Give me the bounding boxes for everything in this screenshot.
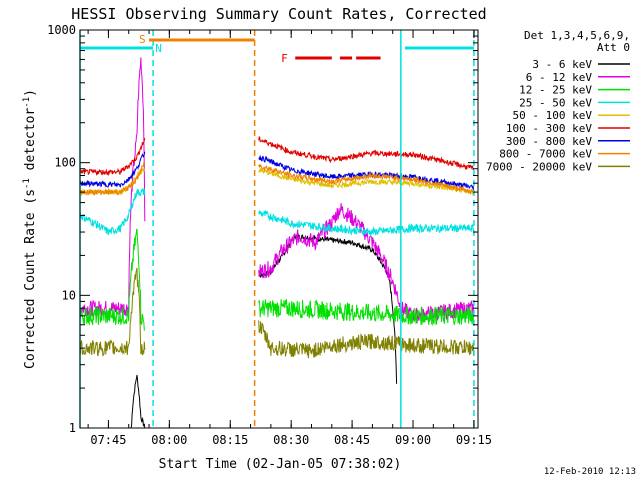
y-tick-label: 1000 <box>47 23 76 37</box>
series-line-7-seg1 <box>79 151 146 188</box>
series-line-5-seg2 <box>258 167 475 196</box>
x-tick-label: 08:45 <box>334 433 370 447</box>
x-tick-label: 08:00 <box>151 433 187 447</box>
legend-label-4: 25 - 50 keV <box>519 96 592 109</box>
legend-label-6: 100 - 300 keV <box>506 122 592 135</box>
x-tick-label: 09:00 <box>395 433 431 447</box>
plot-frame <box>79 29 479 429</box>
legend-label-9: 7000 - 20000 keV <box>486 160 592 173</box>
legend-label-8: 800 - 7000 keV <box>499 148 592 161</box>
legend-label-7: 300 - 800 keV <box>506 135 592 148</box>
series-line-4-seg2 <box>258 209 475 238</box>
x-tick-label: 08:15 <box>212 433 248 447</box>
legend-label-5: 50 - 100 keV <box>513 109 593 122</box>
series-line-6-seg1 <box>79 137 146 177</box>
x-axis-label: Start Time (02-Jan-05 07:38:02) <box>159 457 402 472</box>
series-line-4-seg1 <box>79 187 146 236</box>
series-line-2-seg1 <box>79 57 146 317</box>
annotation-f: F <box>281 52 288 65</box>
annotation-n: N <box>155 42 162 55</box>
y-tick-label: 100 <box>54 156 76 170</box>
footer-date: 12-Feb-2010 12:13 <box>544 467 636 477</box>
legend-title-attenuator: Att 0 <box>597 41 630 54</box>
y-tick-label: 10 <box>62 288 76 302</box>
series-line-1-seg1 <box>80 374 146 429</box>
series-line-8-seg1 <box>79 161 146 197</box>
x-tick-label: 09:15 <box>456 433 492 447</box>
series-line-2-seg2 <box>258 203 475 324</box>
annotation-s: S <box>139 33 146 46</box>
legend-label-2: 6 - 12 keV <box>526 71 593 84</box>
series-line-9-seg2 <box>258 320 475 359</box>
series-line-3-seg1 <box>79 228 145 331</box>
series-line-9-seg1 <box>79 267 146 357</box>
series-line-7-seg2 <box>258 155 475 190</box>
series-line-3-seg2 <box>258 299 475 326</box>
x-tick-label: 08:30 <box>273 433 309 447</box>
y-tick-label: 1 <box>69 421 76 435</box>
x-tick-label: 07:45 <box>90 433 126 447</box>
series-line-8-seg2 <box>258 164 475 196</box>
legend-title-detectors: Det 1,3,4,5,6,9, <box>524 29 630 42</box>
plot-area: SN F <box>79 30 475 429</box>
y-axis-label: Corrected Count Rate (s-1 detector-1) <box>22 89 38 369</box>
chart-title: HESSI Observing Summary Count Rates, Cor… <box>71 5 486 23</box>
series-line-6-seg2 <box>258 135 475 171</box>
legend-label-1: 3 - 6 keV <box>532 58 592 71</box>
legend-label-3: 12 - 25 keV <box>519 84 592 97</box>
